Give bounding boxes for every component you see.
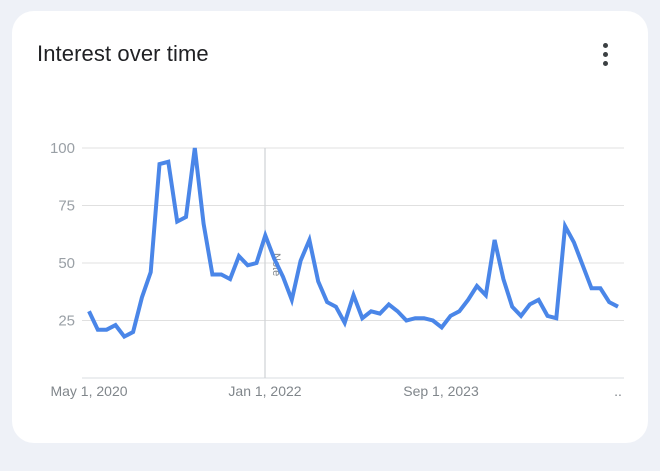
y-axis-tick-labels: 100 75 50 25 [50,140,75,330]
more-options-button[interactable] [590,37,620,71]
y-tick-label: 25 [58,313,75,330]
interest-over-time-card: Interest over time [12,11,648,443]
x-tick-label: Sep 1, 2023 [403,383,479,399]
more-vert-icon-dot [602,60,608,66]
y-tick-label: 75 [58,198,75,215]
more-vert-icon [602,42,608,48]
x-tick-label: Jan 1, 2022 [228,383,301,399]
gridlines [82,147,624,379]
card-title: Interest over time [37,41,209,66]
x-tick-label: .. [614,383,622,399]
series [87,147,619,340]
x-axis-tick-labels: May 1, 2020 Jan 1, 2022 Sep 1, 2023.. [50,383,621,399]
more-vert-icon-dot [602,51,608,57]
y-tick-label: 100 [50,140,75,157]
y-tick-label: 50 [58,255,75,272]
x-tick-label: May 1, 2020 [50,383,127,399]
series-line [87,147,619,340]
